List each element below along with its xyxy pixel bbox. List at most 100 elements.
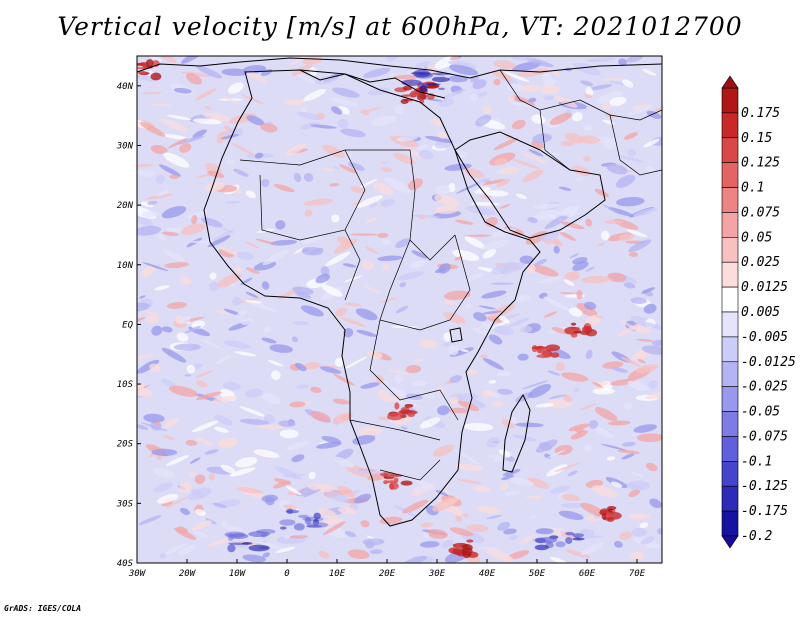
field-patch [580, 542, 604, 556]
field-patch [639, 522, 649, 529]
field-patch [410, 260, 427, 269]
field-patch [303, 172, 314, 182]
field-patch [499, 204, 511, 209]
updraft-spot [606, 517, 615, 522]
field-patch [558, 510, 584, 520]
field-patch [373, 182, 394, 195]
field-patch [322, 168, 336, 172]
downdraft-spot [227, 533, 234, 541]
field-patch [611, 367, 628, 373]
field-patch [137, 354, 153, 360]
updraft-spot [400, 480, 413, 486]
field-patch [344, 530, 357, 538]
field-patch [455, 513, 462, 523]
lon-tick-label: 10E [329, 569, 346, 579]
colorbar-label: 0.05 [741, 230, 772, 245]
field-patch [528, 97, 537, 103]
field-patch [520, 84, 541, 92]
downdraft-spot [227, 544, 236, 553]
field-patch [497, 388, 513, 395]
field-patch [207, 170, 225, 179]
field-patch [185, 439, 198, 446]
field-patch [499, 482, 509, 490]
field-patch [628, 252, 639, 257]
field-patch [609, 96, 627, 107]
field-patch [196, 65, 223, 79]
field-patch [611, 481, 623, 488]
field-patch [291, 454, 305, 463]
field-patch [572, 261, 589, 271]
field-patch [602, 204, 621, 215]
field-patch [176, 332, 189, 342]
field-patch [576, 303, 598, 317]
field-patch [533, 209, 561, 220]
velocity-field [137, 56, 662, 563]
field-patch [517, 353, 529, 361]
lon-tick-label: 70E [629, 569, 646, 579]
lat-tick-label: 40N [117, 82, 134, 92]
field-patch [551, 528, 562, 536]
field-patch [202, 112, 231, 122]
field-patch [607, 207, 634, 217]
field-patch [273, 184, 295, 193]
updraft-spot [461, 547, 473, 556]
field-patch [238, 297, 263, 304]
updraft-spot [536, 354, 552, 359]
field-patch [478, 305, 496, 310]
field-patch [535, 403, 555, 408]
field-patch [585, 515, 601, 522]
field-patch [344, 302, 362, 307]
field-patch [482, 357, 504, 370]
footer-credit: GrADS: IGES/COLA [4, 604, 82, 613]
field-patch [138, 295, 146, 299]
field-patch [207, 235, 231, 248]
field-patch [245, 241, 260, 249]
field-patch [232, 296, 242, 306]
field-patch [438, 263, 451, 274]
field-patch [286, 485, 302, 496]
field-patch [214, 414, 233, 426]
colorbar-label: -0.025 [741, 380, 788, 395]
field-patch [583, 155, 591, 162]
field-patch [492, 401, 505, 407]
field-patch [447, 75, 468, 83]
field-patch [482, 105, 492, 114]
field-patch [304, 209, 313, 217]
field-patch [165, 455, 189, 466]
field-patch [548, 150, 560, 156]
field-patch [382, 263, 390, 271]
field-patch [323, 490, 350, 503]
field-patch [417, 144, 429, 151]
field-patch [195, 380, 208, 388]
colorbar-swatch [721, 510, 739, 537]
field-patch [532, 133, 552, 143]
field-patch [286, 56, 313, 68]
lat-tick-label: 30S [116, 499, 134, 509]
lat-tick-label: 20S [117, 440, 134, 450]
field-patch [322, 517, 343, 526]
field-patch [559, 231, 576, 241]
colorbar-label: -0.0125 [741, 355, 796, 370]
updraft-spot [383, 476, 395, 480]
updraft-spot [404, 94, 416, 97]
field-patch [588, 84, 613, 91]
field-patch [388, 369, 409, 375]
field-patch [580, 275, 611, 284]
field-patch [289, 535, 309, 539]
field-patch [441, 89, 467, 99]
field-patch [594, 407, 618, 422]
field-patch [340, 128, 366, 138]
colorbar-label: -0.075 [741, 429, 788, 444]
field-patch [282, 473, 306, 477]
field-patch [365, 218, 377, 224]
colorbar-label: -0.2 [741, 529, 772, 544]
downdraft-spot [432, 76, 441, 80]
downdraft-spot [248, 544, 270, 552]
field-patch [138, 514, 162, 526]
colorbar-swatch [721, 237, 739, 263]
field-patch [267, 359, 284, 367]
chart-title: Vertical velocity [m/s] at 600hPa, VT: 2… [57, 12, 743, 41]
field-patch [600, 443, 627, 451]
field-patch [223, 125, 232, 132]
field-patch [437, 405, 450, 416]
